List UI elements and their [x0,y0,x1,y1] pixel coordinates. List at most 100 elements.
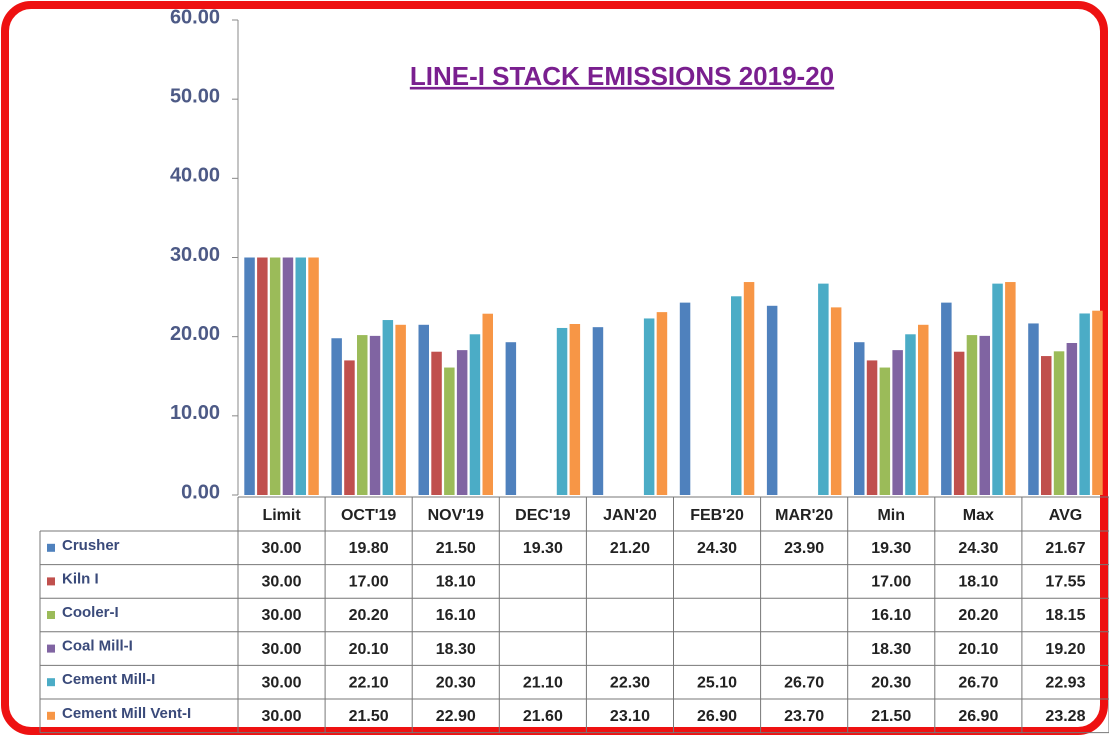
table-value: 16.10 [871,607,911,624]
bar [569,324,581,495]
table-value: 26.70 [958,674,998,691]
bar [643,318,655,495]
table-value: 16.10 [436,607,476,624]
table-value: 30.00 [262,674,302,691]
bar [357,335,368,495]
bar [818,283,829,495]
table-value: 26.70 [784,674,824,691]
table-value: 23.70 [784,708,824,725]
bar [505,342,517,495]
x-tick-label: Min [877,507,905,524]
table-value: 20.10 [349,641,389,658]
bar [269,257,281,495]
x-tick-label: Max [963,507,994,524]
bar [892,350,903,495]
table-value: 17.00 [871,574,911,591]
table-value: 20.20 [958,607,998,624]
x-tick-label: AVG [1049,507,1082,524]
x-tick-label: NOV'19 [428,507,484,524]
bar [879,367,891,495]
table-value: 21.67 [1045,540,1085,557]
bar [331,338,342,495]
bar [344,360,355,495]
bar [1053,351,1065,495]
legend-key [47,711,55,720]
bar [979,335,990,495]
bar [382,320,394,495]
bar [395,324,406,495]
y-tick-label: 60.00 [170,6,220,28]
bar [854,342,865,495]
bar [556,327,568,495]
x-tick-label: MAR'20 [775,507,833,524]
table-value: 21.20 [610,540,650,557]
legend-label: Crusher [62,537,120,554]
legend-key [47,543,55,552]
table-value: 22.10 [349,674,389,691]
table-value: 21.60 [523,708,563,725]
chart-title: LINE-I STACK EMISSIONS 2019-20 [410,61,834,91]
y-tick-label: 50.00 [170,85,220,107]
table-value: 18.30 [871,641,911,658]
legend-key [47,577,55,586]
table-value: 17.00 [349,574,389,591]
table-value: 25.10 [697,674,737,691]
y-tick-label: 40.00 [170,165,220,187]
table-value: 22.30 [610,674,650,691]
bar [369,335,381,495]
bar [731,296,742,495]
bar [456,350,468,495]
legend-key [47,611,55,619]
table-value: 26.90 [697,708,737,725]
table-value: 30.00 [262,641,302,658]
bar [966,335,978,495]
bar [992,283,1003,495]
bar [1079,313,1090,495]
bar [308,257,319,495]
bar [469,334,481,495]
table-value: 22.90 [436,708,476,725]
x-tick-label: FEB'20 [690,507,744,524]
bar [1005,282,1016,495]
table-value: 21.50 [436,540,476,557]
bar [592,327,604,495]
table-value: 20.30 [436,674,476,691]
bar [1028,323,1039,495]
legend-label: Cooler-I [62,604,119,621]
bar [282,257,294,495]
table-value: 24.30 [958,540,998,557]
bar [656,312,668,495]
bar [953,351,965,495]
table-value: 19.20 [1045,641,1085,658]
table-value: 18.30 [436,641,476,658]
y-tick-label: 0.00 [181,481,220,503]
bar [766,305,778,495]
table-value: 21.10 [523,674,563,691]
legend-label: Cement Mill-I [62,671,155,688]
x-tick-label: JAN'20 [603,507,657,524]
legend-label: Cement Mill Vent-I [62,705,191,722]
table-value: 22.93 [1045,674,1085,691]
table-value: 30.00 [262,708,302,725]
table-value: 18.15 [1045,607,1085,624]
bar [1041,356,1052,495]
bar [918,324,929,495]
bar [295,257,306,495]
table-value: 30.00 [262,607,302,624]
table-value: 20.20 [349,607,389,624]
table-value: 18.10 [958,574,998,591]
bar [418,324,429,495]
bar [431,351,442,495]
bar [941,302,952,495]
table-value: 26.90 [958,708,998,725]
bar [244,257,255,495]
bar [743,282,755,495]
legend-key [47,644,55,653]
bar [257,257,268,495]
table-value: 23.90 [784,540,824,557]
table-value: 20.30 [871,674,911,691]
y-tick-label: 20.00 [170,323,220,345]
table-value: 20.10 [958,641,998,658]
